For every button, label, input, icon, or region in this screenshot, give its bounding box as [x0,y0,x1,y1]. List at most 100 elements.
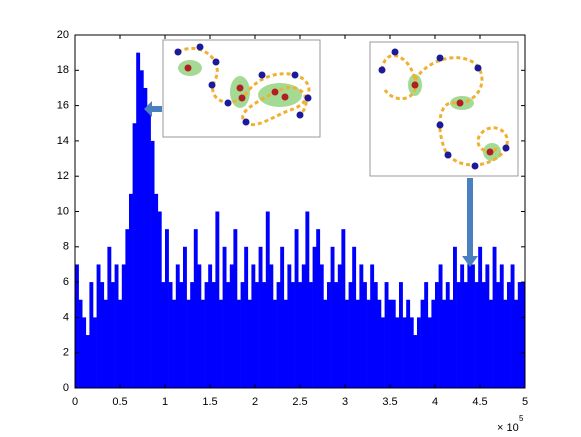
bar [309,282,313,388]
y-tick-label: 18 [57,64,69,76]
bar [507,282,511,388]
bar [301,264,306,388]
x-tick-label: 1.5 [202,396,217,408]
bar [334,282,339,388]
bar [442,299,447,388]
bar [186,299,191,388]
bar [388,299,393,388]
bar [265,211,270,388]
bar [154,193,159,388]
beads [174,43,312,126]
bar [348,282,353,388]
x-tick-label: 2 [252,396,258,408]
bar [337,264,342,388]
bar [456,282,461,388]
bar [370,264,375,388]
chain [380,54,509,167]
bar [330,246,335,388]
bar [219,299,223,388]
bar [100,282,105,388]
bar [118,299,123,388]
bar [157,211,162,388]
bar [517,282,522,388]
bar [121,264,126,388]
y-tick-label: 16 [57,100,69,112]
plot-area [75,52,526,389]
bar [521,282,526,388]
bar [453,246,457,388]
bar [269,264,274,388]
y-tick-label: 12 [57,170,69,182]
bar [503,299,508,388]
bar [395,317,400,388]
arrow [462,178,478,267]
bar [445,282,450,388]
bar [237,299,241,388]
bar [424,282,429,388]
beads [378,48,510,170]
bar [222,246,227,388]
bar [489,299,493,388]
bar [323,299,328,388]
bar [85,335,90,388]
arrow [144,101,162,117]
bar [247,299,252,388]
bar [359,264,364,388]
bar [438,264,443,388]
beads-red [184,64,289,102]
bar [190,282,195,388]
y-tick-label: 2 [63,347,69,359]
bar [132,123,137,388]
bar [240,282,245,388]
bar [125,229,130,388]
bar [78,299,83,388]
bar [179,282,184,388]
x-scale-label: × 10 [497,422,519,434]
bar [366,299,371,388]
bar [319,264,324,388]
bar [499,264,504,388]
bar [161,282,166,388]
bar [406,299,411,388]
x-tick-label: 0 [72,396,78,408]
bar [449,299,454,388]
bar [471,264,475,388]
bar [204,282,209,388]
bar [481,282,486,388]
bar [215,211,220,388]
bar [305,211,310,388]
bar [258,246,263,388]
bar [168,282,173,388]
bar [417,317,421,388]
bar [147,105,151,388]
bar [96,264,101,388]
bar [399,282,403,388]
bar [211,282,216,388]
bar [172,299,177,388]
bar [384,282,389,388]
bar [474,282,479,388]
bar [93,317,97,388]
bar [150,140,155,388]
bar [143,87,148,388]
bar [316,229,321,388]
x-tick-label: 4.5 [472,396,487,408]
bar [103,299,108,388]
y-tick-label: 6 [63,276,69,288]
bar [283,299,288,388]
bar [183,246,187,388]
bar [327,282,331,388]
bar [287,264,292,388]
bar [193,229,198,388]
bar [352,246,357,388]
y-tick-label: 20 [57,29,69,41]
bar [345,299,349,388]
bar [107,246,112,388]
x-tick-label: 2.5 [292,396,307,408]
bar [201,299,205,388]
x-tick-label: 3 [342,396,348,408]
bar [373,282,378,388]
x-tick-label: 4 [432,396,438,408]
bar [496,282,501,388]
